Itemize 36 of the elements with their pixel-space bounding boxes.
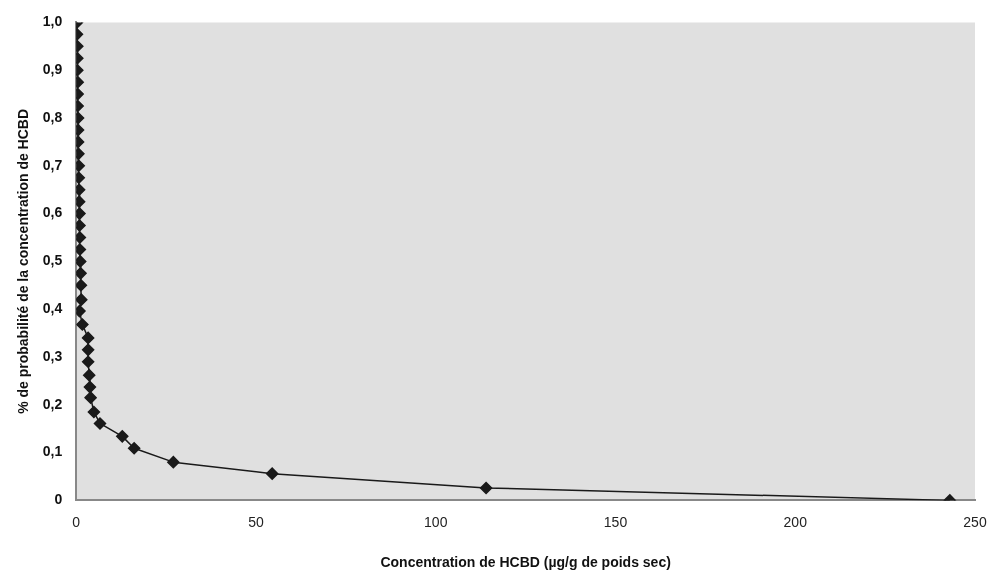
y-tick-label: 0 <box>54 491 63 508</box>
y-axis-title: % de probabilité de la concentration de HCBD <box>15 108 32 414</box>
point <box>84 391 97 404</box>
point <box>76 183 86 196</box>
y-tick-label: 0,5 <box>42 252 63 269</box>
x-tick-label: 100 <box>424 513 448 530</box>
y-tick-label: 0,3 <box>42 347 63 364</box>
y-tick-label: 0,7 <box>42 156 63 173</box>
point <box>76 171 86 184</box>
y-tick-label: 0,8 <box>42 108 63 125</box>
y-tick-label: 0,9 <box>42 61 63 78</box>
point <box>76 293 88 306</box>
point <box>76 231 87 244</box>
point <box>76 219 86 232</box>
y-tick-label: 1,0 <box>42 13 63 30</box>
point <box>76 243 87 256</box>
x-tick-label: 50 <box>248 513 265 530</box>
point <box>76 304 86 318</box>
y-tick-label: 0,2 <box>42 395 63 412</box>
point <box>167 455 180 469</box>
point <box>76 195 86 208</box>
x-tick-label: 200 <box>783 513 808 530</box>
point <box>116 430 129 443</box>
point <box>76 318 89 331</box>
x-tick-label: 250 <box>963 513 987 530</box>
point <box>76 279 88 292</box>
x-tick-label: 0 <box>72 513 81 530</box>
point <box>76 255 87 268</box>
x-axis-title: Concentration de HCBD (µg/g de poids sec) <box>380 554 671 571</box>
x-tick-label: 150 <box>603 513 628 530</box>
y-tick-label: 0,6 <box>42 204 63 221</box>
point <box>76 159 86 173</box>
y-tick-label: 0,4 <box>42 300 63 317</box>
y-tick-label: 0,1 <box>42 443 63 460</box>
point <box>76 207 86 220</box>
point <box>76 267 87 280</box>
